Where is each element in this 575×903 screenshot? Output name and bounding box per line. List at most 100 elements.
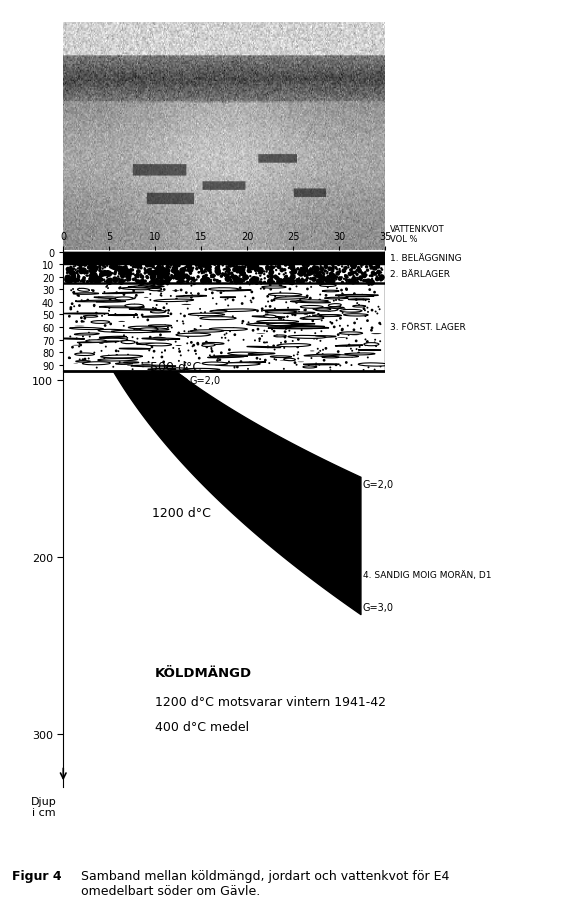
Point xyxy=(204,275,213,290)
Point xyxy=(134,259,143,274)
Point xyxy=(159,266,168,281)
Point xyxy=(184,325,193,340)
Point xyxy=(246,294,255,309)
Ellipse shape xyxy=(142,363,151,364)
Ellipse shape xyxy=(141,339,180,340)
Point xyxy=(171,335,181,349)
Point xyxy=(306,263,315,277)
Point xyxy=(297,262,306,276)
Point xyxy=(313,265,322,279)
Point xyxy=(193,338,202,352)
Point xyxy=(270,302,279,316)
Point xyxy=(64,265,74,279)
Point xyxy=(89,260,98,275)
Point xyxy=(302,269,312,284)
Point xyxy=(310,269,319,284)
Point xyxy=(91,265,100,279)
Point xyxy=(328,265,338,279)
Point xyxy=(289,272,298,286)
Point xyxy=(348,258,358,273)
Point xyxy=(347,358,356,373)
Point xyxy=(288,308,297,322)
Point xyxy=(155,262,164,276)
Point xyxy=(315,293,324,308)
Point xyxy=(186,273,196,287)
Point xyxy=(248,324,258,339)
Ellipse shape xyxy=(256,321,298,323)
Point xyxy=(248,261,257,275)
Point xyxy=(212,358,221,372)
Point xyxy=(184,258,193,273)
Point xyxy=(247,285,256,300)
Point xyxy=(166,272,175,286)
Point xyxy=(318,265,327,280)
Point xyxy=(86,260,95,275)
Point xyxy=(365,273,374,287)
Point xyxy=(264,275,273,290)
Point xyxy=(339,288,348,303)
Point xyxy=(368,262,377,276)
Point xyxy=(298,275,308,289)
Ellipse shape xyxy=(98,330,127,332)
Point xyxy=(73,274,82,288)
Point xyxy=(287,271,296,285)
Point xyxy=(97,265,106,280)
Point xyxy=(317,263,327,277)
Point xyxy=(197,264,206,278)
Point xyxy=(255,352,264,367)
Point xyxy=(113,260,122,275)
Point xyxy=(278,275,288,289)
Point xyxy=(270,352,279,367)
Point xyxy=(202,269,211,284)
Point xyxy=(114,345,123,359)
Point xyxy=(293,273,302,287)
Point xyxy=(139,281,148,295)
Point xyxy=(262,308,271,322)
Point xyxy=(156,289,165,303)
Point xyxy=(369,275,378,290)
Point xyxy=(94,291,103,305)
Point xyxy=(247,275,256,290)
Ellipse shape xyxy=(181,304,191,305)
Point xyxy=(319,267,328,282)
Point xyxy=(302,274,311,288)
Point xyxy=(312,267,321,282)
Ellipse shape xyxy=(209,288,239,291)
Point xyxy=(267,294,277,309)
Point xyxy=(155,265,164,279)
Point xyxy=(332,282,342,296)
Point xyxy=(81,265,90,280)
Point xyxy=(158,262,167,276)
Point xyxy=(256,275,266,290)
Point xyxy=(342,275,351,290)
Ellipse shape xyxy=(303,317,324,320)
Point xyxy=(166,272,175,286)
Point xyxy=(256,277,266,292)
Point xyxy=(281,266,290,281)
Point xyxy=(349,259,358,274)
Point xyxy=(210,269,219,284)
Point xyxy=(233,263,242,277)
Point xyxy=(109,260,118,275)
Point xyxy=(84,352,93,367)
Point xyxy=(192,273,201,287)
Point xyxy=(268,263,277,277)
Point xyxy=(105,302,114,316)
Point xyxy=(77,258,86,273)
Point xyxy=(232,258,242,273)
Point xyxy=(248,260,257,275)
Point xyxy=(297,323,306,338)
Point xyxy=(218,283,228,297)
Point xyxy=(170,262,179,276)
Point xyxy=(136,259,145,274)
Point xyxy=(212,274,221,288)
Point xyxy=(225,272,234,286)
Point xyxy=(230,264,239,278)
Point xyxy=(352,296,362,311)
Ellipse shape xyxy=(118,321,125,322)
Point xyxy=(152,265,162,280)
Point xyxy=(171,271,180,285)
Point xyxy=(350,261,359,275)
Ellipse shape xyxy=(335,346,363,347)
Point xyxy=(243,276,252,291)
